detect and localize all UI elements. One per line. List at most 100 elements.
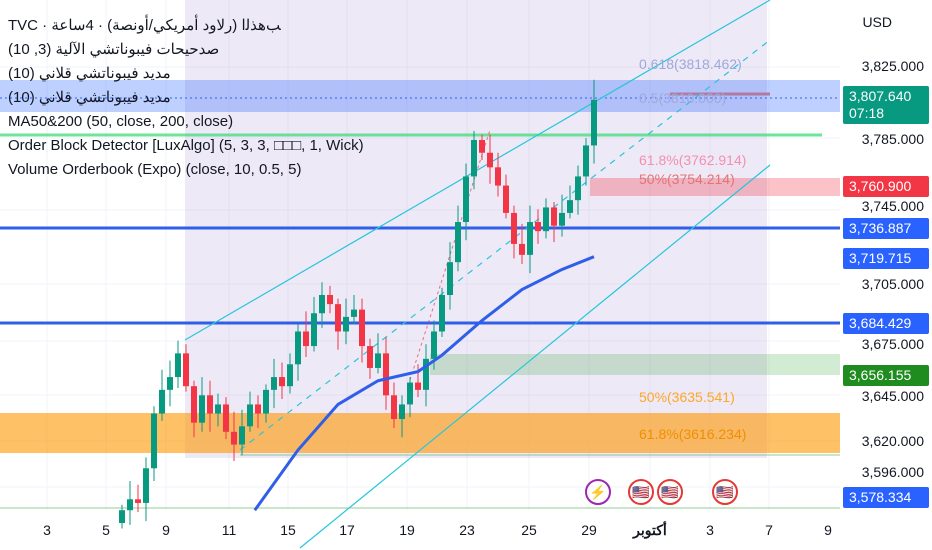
fib-label: 0.5(3810.000): [639, 90, 727, 106]
candle-body[interactable]: [223, 404, 229, 432]
legend-indicator[interactable]: ﺻﺪﺣﻴﺤﺎﺕ ﻓﻴﺒﻮﻧﺎﺗﺸﻲ ﺍﻵﻟﻴﺔ (3, 10): [8, 41, 220, 58]
candle-body[interactable]: [535, 222, 541, 232]
candle-body[interactable]: [295, 331, 301, 365]
price-tick: 3,825.000: [861, 58, 924, 74]
candle-body[interactable]: [487, 152, 493, 168]
regression-channel: [184, 0, 771, 549]
grid: [0, 0, 840, 510]
time-tick: 23: [459, 522, 475, 538]
candle-body[interactable]: [407, 382, 413, 405]
candle-body[interactable]: [495, 167, 501, 186]
us-flag-icon[interactable]: 🇺🇸: [712, 479, 738, 505]
candle-body[interactable]: [551, 207, 557, 226]
candle-body[interactable]: [575, 176, 581, 201]
price-tag: 3,578.334: [843, 487, 929, 508]
candle-body[interactable]: [439, 295, 445, 332]
candle-body[interactable]: [559, 212, 565, 226]
price-tag: 3,684.429: [843, 313, 929, 334]
us-flag-icon[interactable]: 🇺🇸: [628, 479, 654, 505]
fib-label: 61.8%(3616.234): [639, 426, 747, 442]
time-tick: 3: [706, 522, 714, 538]
candle-body[interactable]: [415, 382, 421, 390]
candle-body[interactable]: [343, 316, 349, 332]
order-block-green: [430, 354, 840, 375]
legend-indicator[interactable]: MA50&200 (50, close, 200, close): [8, 113, 234, 130]
candle-body[interactable]: [279, 377, 285, 387]
candle-body[interactable]: [351, 309, 357, 317]
candle-body[interactable]: [431, 331, 437, 359]
candle-body[interactable]: [287, 364, 293, 387]
fib-label: 0.618(3818.462): [639, 56, 742, 72]
candle-body[interactable]: [207, 395, 213, 414]
candle-body[interactable]: [255, 404, 261, 414]
price-tag: 3,760.900: [843, 176, 929, 197]
candle-body[interactable]: [183, 353, 189, 387]
order-block-red: [590, 178, 840, 196]
time-tick-month: أكتوبر: [633, 522, 667, 538]
legend-indicator[interactable]: Order Block Detector [LuxAlgo] (5, 3, 3,…: [8, 137, 364, 154]
candle-body[interactable]: [143, 468, 149, 503]
candle-body[interactable]: [447, 262, 453, 295]
candle-body[interactable]: [167, 377, 173, 390]
candle-body[interactable]: [159, 389, 165, 414]
time-tick: 3: [43, 522, 51, 538]
ma50-line: [253, 255, 595, 512]
legend-indicator[interactable]: ﻣﺪﻳﺪ ﻓﻴﺒﻮﻧﺎﺗﺸﻲ ﻗﻠﺎﻧﻲ (10): [8, 89, 171, 106]
candle-body[interactable]: [375, 353, 381, 368]
currency-label[interactable]: USD: [862, 14, 892, 30]
candle-body[interactable]: [391, 395, 397, 420]
candle-body[interactable]: [271, 377, 277, 390]
legend-symbol[interactable]: TVC · ﺐﻫﺬﻟﺍ (ﺭﻻﻭﺩ ﺃﻣﺮﻳﻜﻲ/ﺃﻭﻧﺼﺔ) · 4ﺳﺎﻋﺔ: [8, 17, 281, 34]
demand-zone-orange: [0, 413, 840, 453]
current-price-tag: 3,807.640 07:18: [843, 86, 929, 124]
candle-body[interactable]: [479, 139, 485, 153]
candle-body[interactable]: [463, 176, 469, 223]
candle-body[interactable]: [215, 404, 221, 414]
lightning-icon[interactable]: ⚡: [585, 479, 611, 505]
candle-body[interactable]: [503, 185, 509, 213]
candle-body[interactable]: [263, 389, 269, 414]
candle-body[interactable]: [423, 358, 429, 390]
candle-body[interactable]: [511, 212, 517, 244]
indicator-legend: TVC · ﺐﻫﺬﻟﺍ (ﺭﻻﻭﺩ ﺃﻣﺮﻳﻜﻲ/ﺃﻭﻧﺼﺔ) · 4ﺳﺎﻋﺔ …: [8, 14, 364, 182]
candle-body[interactable]: [127, 499, 133, 511]
supply-zone-blue: [0, 80, 840, 112]
time-tick: 9: [824, 522, 832, 538]
price-tag: 3,656.155: [843, 365, 929, 386]
candle-body[interactable]: [383, 353, 389, 396]
candle-body[interactable]: [231, 431, 237, 445]
us-flag-icon[interactable]: 🇺🇸: [657, 479, 683, 505]
candle-body[interactable]: [591, 99, 597, 146]
legend-indicator[interactable]: Volume Orderbook (Expo) (close, 10, 0.5,…: [8, 161, 302, 178]
candle-body[interactable]: [359, 309, 365, 347]
candle-body[interactable]: [327, 295, 333, 305]
candle-body[interactable]: [567, 200, 573, 213]
candle-body[interactable]: [335, 304, 341, 332]
candle-body[interactable]: [239, 426, 245, 445]
candle-body[interactable]: [583, 145, 589, 177]
time-tick: 5: [102, 522, 110, 538]
candle-body[interactable]: [311, 313, 317, 347]
candle-body[interactable]: [471, 139, 477, 177]
candle-body[interactable]: [303, 331, 309, 347]
candle-body[interactable]: [319, 295, 325, 314]
time-tick: 29: [581, 522, 597, 538]
candle-body[interactable]: [367, 346, 373, 368]
candle-body[interactable]: [151, 413, 157, 469]
time-tick: 19: [399, 522, 415, 538]
candle-body[interactable]: [135, 499, 141, 503]
candle-body[interactable]: [199, 395, 205, 423]
candle-body[interactable]: [455, 222, 461, 263]
price-tick: 3,785.000: [861, 131, 924, 147]
candle-body[interactable]: [543, 207, 549, 232]
candle-body[interactable]: [119, 510, 125, 523]
candle-body[interactable]: [247, 404, 253, 427]
candle-body[interactable]: [191, 386, 197, 423]
candle-body[interactable]: [519, 243, 525, 255]
candle-body[interactable]: [399, 404, 405, 420]
price-tag: 3,719.715: [843, 248, 929, 269]
candle-body[interactable]: [527, 222, 533, 255]
candle-body[interactable]: [175, 353, 181, 378]
legend-indicator[interactable]: ﻣﺪﻳﺪ ﻓﻴﺒﻮﻧﺎﺗﺸﻲ ﻗﻠﺎﻧﻲ (10): [8, 65, 171, 82]
